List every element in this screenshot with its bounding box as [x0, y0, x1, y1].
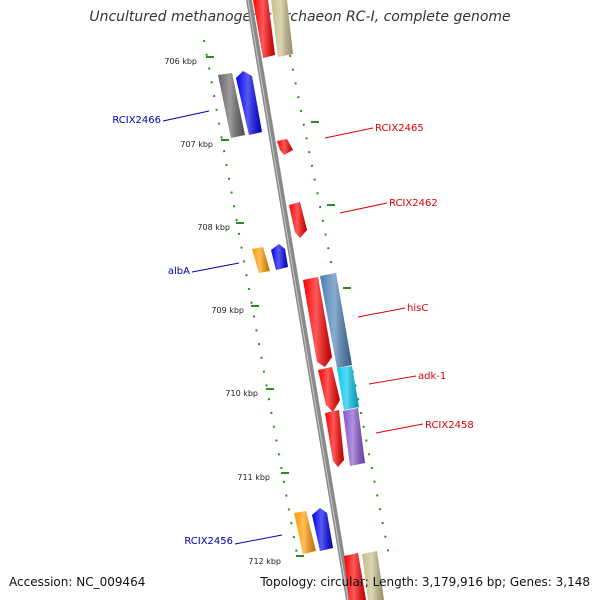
leader-RCIX2462: [339, 202, 388, 214]
kbp-label-706: 706 kbp: [164, 57, 197, 66]
gene-feature-bottom-khaki[interactable]: [362, 551, 384, 600]
gene-label-RCIX2462[interactable]: RCIX2462: [389, 198, 438, 209]
gene-feature-cyan[interactable]: [337, 366, 359, 410]
kbp-label-708: 708 kbp: [197, 223, 230, 232]
gene-label-RCIX2458[interactable]: RCIX2458: [425, 420, 474, 431]
gene-label-RCIX2466[interactable]: RCIX2466: [112, 115, 161, 126]
gene-label-RCIX2456[interactable]: RCIX2456: [184, 536, 233, 547]
gene-feature-top-red[interactable]: [253, 0, 275, 58]
leader-RCIX2458: [375, 423, 424, 434]
leader-hisC: [357, 307, 406, 318]
gene-feature-adk-1[interactable]: [318, 367, 340, 412]
gene-feature-bottom-red[interactable]: [344, 553, 366, 600]
map-title: Uncultured methanogenic archaeon RC-I, c…: [89, 9, 511, 25]
kbp-label-712: 712 kbp: [248, 557, 281, 566]
topology-text: Topology: circular; Length: 3,179,916 bp…: [260, 575, 590, 589]
kbp-label-711: 711 kbp: [237, 473, 270, 482]
leader-albA: [191, 262, 240, 273]
right-dotted-guide: [289, 54, 391, 561]
gene-feature-RCIX2456[interactable]: [312, 508, 333, 551]
genome-backbone-highlight: [247, 0, 349, 600]
gene-label-adk-1[interactable]: adk-1: [418, 371, 446, 382]
gene-feature-steelblue[interactable]: [320, 273, 352, 368]
gene-feature-orange[interactable]: [252, 247, 270, 273]
kbp-label-709: 709 kbp: [211, 306, 244, 315]
leader-adk-1: [368, 375, 417, 385]
gene-feature-albA[interactable]: [271, 244, 288, 270]
kbp-label-707: 707 kbp: [180, 140, 213, 149]
gene-feature-top-khaki[interactable]: [271, 0, 293, 57]
gene-feature-hisC[interactable]: [303, 277, 332, 367]
gene-feature-RCIX2466[interactable]: [236, 71, 262, 135]
gene-feature-RCIX2465[interactable]: [277, 139, 293, 155]
gene-label-albA[interactable]: albA: [168, 266, 190, 277]
gene-feature-RCIX2458[interactable]: [325, 410, 344, 467]
gene-feature-orange-2[interactable]: [294, 511, 316, 554]
accession-text: Accession: NC_009464: [9, 575, 146, 589]
kbp-label-710: 710 kbp: [225, 389, 258, 398]
leader-RCIX2466: [162, 110, 210, 122]
gene-feature-purple[interactable]: [343, 408, 365, 466]
gene-feature-RCIX2462[interactable]: [289, 202, 307, 238]
leader-RCIX2456: [234, 534, 283, 545]
gene-label-hisC[interactable]: hisC: [407, 303, 428, 314]
leader-RCIX2465: [324, 127, 374, 139]
gene-feature-gray[interactable]: [218, 73, 245, 138]
gene-label-RCIX2465[interactable]: RCIX2465: [375, 123, 424, 134]
